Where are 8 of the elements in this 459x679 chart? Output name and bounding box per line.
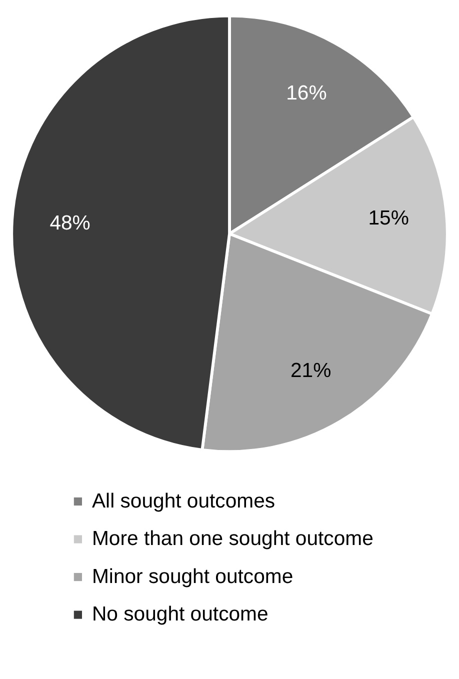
legend-label: All sought outcomes: [92, 490, 276, 512]
legend-label: Minor sought outcome: [92, 566, 294, 588]
data-label: 16%: [286, 82, 327, 105]
legend-label: More than one sought outcome: [92, 528, 374, 550]
legend-label: No sought outcome: [92, 604, 268, 626]
data-label: 21%: [290, 360, 332, 382]
data-label: 48%: [50, 212, 90, 235]
data-label: 15%: [368, 208, 409, 230]
